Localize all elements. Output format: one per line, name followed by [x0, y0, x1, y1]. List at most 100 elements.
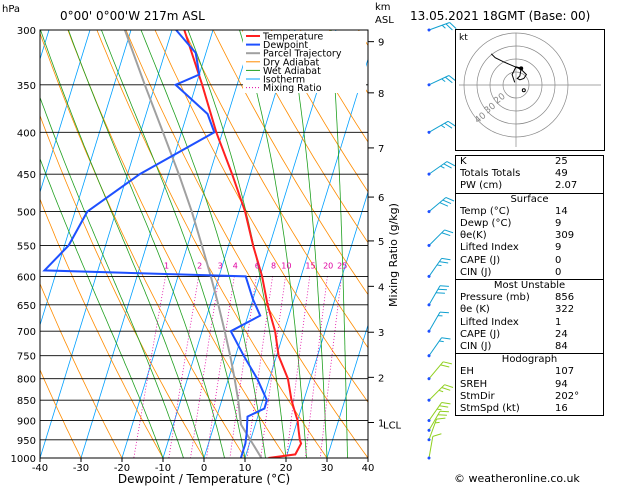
wind-barb-dot: [427, 130, 431, 134]
wind-barb-flag: [439, 202, 449, 207]
wind-barb-dot: [427, 438, 431, 442]
location-title: 0°00' 0°00'W 217m ASL: [60, 9, 205, 23]
pressure-tick-label: 950: [17, 436, 36, 447]
index-value: 94: [555, 378, 568, 390]
hodograph-stat-row: EH 107: [456, 366, 603, 378]
most-unstable-row: CAPE (J) 24: [456, 329, 603, 341]
isotherm-line: [80, 30, 214, 458]
index-label: θe (K): [460, 304, 490, 316]
wind-barb-flag: [444, 122, 453, 129]
wind-barb-dot: [427, 210, 431, 214]
wet-adiabat-line: [140, 30, 266, 458]
most-unstable-title: Most Unstable: [493, 280, 566, 292]
wind-barb-flag: [440, 364, 450, 368]
wind-barb-flag: [441, 387, 451, 391]
storm-motion-marker: [521, 88, 526, 93]
wind-barb-flag: [441, 24, 446, 29]
wind-barb-dot: [427, 243, 431, 247]
index-label: PW (cm): [460, 180, 503, 192]
x-tick-label: -20: [114, 463, 130, 474]
credit-text: © weatheronline.co.uk: [454, 472, 580, 485]
index-value: 14: [555, 205, 568, 217]
pressure-tick-label: 550: [17, 241, 36, 252]
mixing-ratio-line: [190, 276, 220, 458]
index-label: Totals Totals: [460, 168, 521, 180]
surface-row: Dewp (°C) 9: [456, 218, 603, 230]
mixing-ratio-label: 6: [255, 261, 260, 270]
wind-barb: [427, 384, 454, 402]
wind-barb-flag: [437, 414, 447, 416]
index-label: Dewp (°C): [460, 218, 512, 230]
pressure-unit-label: hPa: [2, 4, 21, 15]
wind-barb-dot: [427, 303, 431, 307]
mixing-ratio-label: 2: [197, 261, 202, 270]
wind-barb-flag: [439, 311, 449, 314]
index-label: θe(K): [460, 230, 487, 242]
wind-barb-flag: [439, 261, 449, 264]
isotherm-line: [40, 30, 173, 458]
wind-barb-flag: [442, 199, 452, 205]
km-tick-label: 8: [378, 89, 384, 100]
wind-barb-staff: [428, 410, 441, 431]
x-axis-label: Dewpoint / Temperature (°C): [118, 472, 290, 486]
wind-barb-staff: [428, 229, 445, 246]
x-tick-label: 20: [280, 463, 293, 474]
wet-adiabat-line: [40, 96, 184, 458]
surface-row: θe(K) 309: [456, 230, 603, 242]
mixing-ratio-label: 20: [323, 261, 333, 270]
x-tick-label: 30: [321, 463, 334, 474]
wind-barb-staff: [428, 22, 450, 31]
pressure-tick-label: 850: [17, 396, 36, 407]
most-unstable-row: θe (K) 322: [456, 304, 603, 316]
wind-barb-flag: [436, 417, 446, 420]
dry-adiabat-line: [241, 30, 368, 244]
index-value: 2.07: [555, 180, 578, 192]
legend-entry: Dewpoint: [263, 40, 308, 51]
index-label: EH: [460, 366, 474, 378]
pressure-tick-label: 900: [17, 417, 36, 428]
mixing-ratio-line: [229, 276, 257, 458]
wind-barb-flag: [446, 161, 456, 167]
wind-barb: [427, 75, 457, 87]
wet-adiabat-line: [330, 30, 348, 458]
dry-adiabat-line: [40, 368, 82, 458]
wind-barb-flag: [436, 264, 442, 267]
most-unstable-row: Pressure (mb) 856: [456, 292, 603, 304]
wind-barb-dot: [427, 398, 431, 402]
surface-row: Lifted Index 9: [456, 242, 603, 254]
wind-barb-flag: [444, 384, 454, 388]
wind-barb-flag: [441, 337, 451, 340]
parcel-trajectory-line: [123, 30, 263, 458]
indices-box: K 25 Totals Totals 49 PW (cm) 2.07: [455, 155, 604, 194]
index-label: SREH: [460, 378, 488, 390]
isotherm-line: [40, 30, 91, 194]
wind-barb-flag: [438, 389, 444, 393]
index-row: Totals Totals 49: [456, 168, 603, 180]
dry-adiabat-line: [212, 30, 368, 296]
index-label: Lifted Index: [460, 316, 519, 328]
index-value: 9: [555, 218, 562, 230]
isotherm-line: [244, 57, 368, 458]
most-unstable-row: CIN (J) 84: [456, 341, 603, 353]
km-tick-label: 2: [378, 373, 384, 384]
legend-entry: Mixing Ratio: [263, 83, 322, 94]
index-label: CAPE (J): [460, 254, 501, 266]
wind-barb-dot: [427, 274, 431, 278]
wind-barb-dot: [427, 28, 431, 32]
surface-row: Temp (°C) 14: [456, 206, 603, 218]
lcl-label: LCL: [383, 420, 402, 431]
wind-barb: [427, 337, 451, 358]
y-axis-right-label: Mixing Ratio (g/kg): [387, 203, 400, 307]
hodograph-unit: kt: [459, 33, 468, 43]
hodograph-point: [519, 66, 524, 71]
most-unstable-box: Most Unstable Pressure (mb) 856 θe (K) 322 L…: [455, 280, 604, 355]
index-value: 322: [555, 304, 575, 316]
surface-box: Surface Temp (°C) 14 Dewp (°C) 9 θe(K) 309 Lif…: [455, 193, 604, 281]
index-value: 856: [555, 292, 575, 304]
index-value: 16: [555, 403, 568, 415]
x-tick-label: 10: [239, 463, 252, 474]
pressure-tick-label: 650: [17, 301, 36, 312]
hodograph-stats-box: Hodograph EH 107 SREH 94 StmDir 202° StmSpd (k…: [455, 354, 604, 417]
